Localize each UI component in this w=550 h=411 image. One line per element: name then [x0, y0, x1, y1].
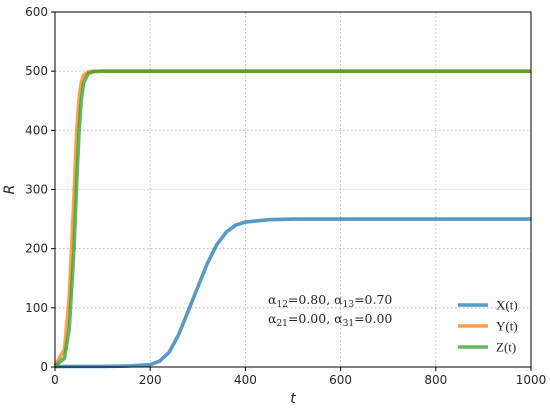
alpha-13-value: =0.70: [354, 292, 392, 307]
alpha-13-symbol: α: [334, 292, 343, 307]
parameter-annotation: α12=0.80, α13=0.70 α21=0.00, α31=0.00: [268, 292, 392, 329]
y-tick-label: 300: [25, 183, 48, 197]
alpha-21-symbol: α: [268, 311, 277, 326]
y-tick-label: 200: [25, 242, 48, 256]
alpha-12-subscript: 12: [276, 300, 287, 310]
x-tick-label: 0: [51, 373, 59, 387]
x-tick-label: 600: [329, 373, 352, 387]
legend-label-yt: Y(t): [496, 319, 518, 334]
y-axis-label: R: [2, 185, 18, 195]
x-tick-label: 400: [234, 373, 257, 387]
alpha-31-subscript: 31: [343, 319, 354, 329]
x-tick-label: 200: [139, 373, 162, 387]
x-tick-label: 1000: [516, 373, 547, 387]
legend: X(t) Y(t) Z(t): [458, 298, 518, 355]
series-layer: [53, 69, 531, 369]
y-tick-label: 0: [40, 360, 48, 374]
y-tick-label: 500: [25, 64, 48, 78]
x-axis-label: t: [290, 391, 296, 407]
series-line-zt: [53, 69, 531, 368]
y-tick-label: 100: [25, 301, 48, 315]
legend-label-xt: X(t): [496, 298, 518, 313]
alpha-13-subscript: 13: [343, 300, 355, 310]
alpha-12-value: =0.80,: [288, 292, 334, 307]
legend-label-zt: Z(t): [496, 340, 516, 355]
alpha-31-symbol: α: [334, 311, 343, 326]
ticks: 0 200 400 600 800 1000 0 100 200 300 400 500 600: [25, 5, 546, 387]
y-tick-label: 400: [25, 123, 48, 137]
annotation-line-1: α12=0.80, α13=0.70: [268, 292, 392, 310]
alpha-21-value: =0.00,: [288, 311, 334, 326]
y-tick-label: 600: [25, 5, 48, 19]
annotation-line-2: α21=0.00, α31=0.00: [268, 311, 392, 329]
x-tick-label: 800: [424, 373, 447, 387]
alpha-12-symbol: α: [268, 292, 277, 307]
series-line-xt: [55, 217, 531, 369]
alpha-31-value: =0.00: [354, 311, 392, 326]
alpha-21-subscript: 21: [276, 319, 287, 329]
